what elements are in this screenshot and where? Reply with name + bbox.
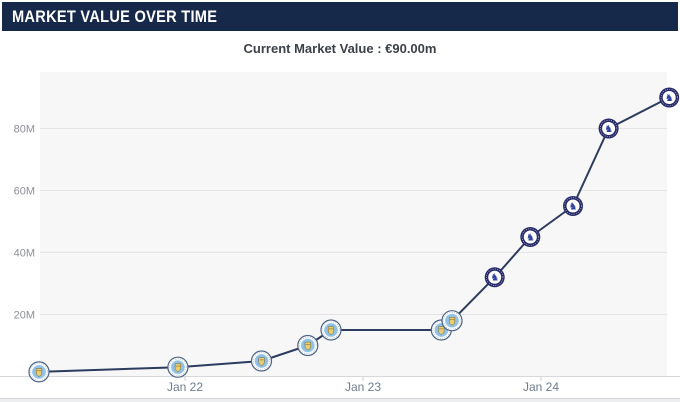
x-axis-label-Jan-22: Jan 22 [167,380,203,394]
badge-lion: ♞ [526,232,535,243]
data-point-badge-chelsea[interactable]: ♞ [659,87,680,108]
y-axis-label-40M: 40M [14,248,35,260]
badge-inner [602,122,616,135]
plot-area [40,72,667,377]
badge-inner [488,270,502,284]
badge-crest [258,357,265,366]
badge-ring-text [564,197,582,215]
data-point-badge-manchester-city[interactable] [441,310,463,332]
badge-inner [566,199,580,213]
y-axis-label-60M: 60M [14,186,35,198]
data-point-badge-manchester-city[interactable] [167,356,189,378]
y-axis-label-20M: 20M [14,310,35,322]
data-point-badge-manchester-city[interactable] [297,334,319,357]
data-point-badge-manchester-city[interactable] [320,319,342,341]
section-header: MARKET VALUE OVER TIME [2,2,678,31]
data-point-badge-chelsea[interactable]: ♞ [598,118,619,139]
page-title: MARKET VALUE OVER TIME [12,6,218,26]
badge-ring-text [599,119,618,138]
data-point-badge-manchester-city[interactable] [250,350,273,372]
badge-crest [304,341,311,351]
badge-inner [523,230,537,244]
badge-lion: ♞ [569,201,578,212]
badge-lion: ♞ [490,273,499,284]
y-axis-label-80M: 80M [14,124,35,136]
bottom-divider [0,398,680,402]
x-axis-label-Jan-24: Jan 24 [523,380,559,394]
data-point-badge-chelsea[interactable]: ♞ [520,227,541,247]
badge-crest [174,363,181,372]
badge-ring-text [660,88,678,107]
badge-crest [327,326,335,335]
data-point-badge-manchester-city[interactable] [28,361,50,383]
badge-inner [662,91,676,104]
data-point-badge-chelsea[interactable]: ♞ [563,196,583,216]
badge-ring-text [486,268,504,286]
badge-ring-text [30,363,48,381]
badge-crest [35,368,43,377]
badge-lion: ♞ [665,93,674,104]
x-axis-label-Jan-23: Jan 23 [345,380,381,394]
current-market-value-label: Current Market Value : €90.00m [243,41,437,56]
badge-lion: ♞ [604,124,613,135]
badge-ring-text [521,228,539,246]
badge-crest [438,326,445,335]
badge-crest [448,317,456,326]
data-point-badge-chelsea[interactable]: ♞ [484,267,505,288]
